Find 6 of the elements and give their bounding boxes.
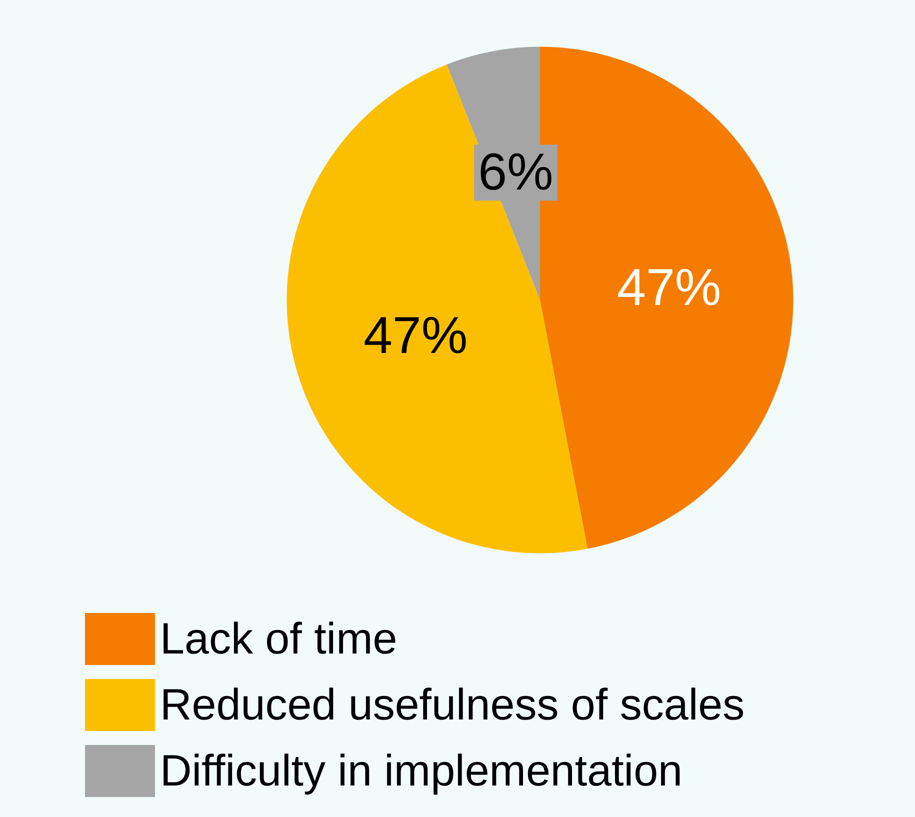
data-label: 47% <box>617 258 722 317</box>
data-label: 47% <box>363 307 468 366</box>
data-label: 6% <box>478 144 554 202</box>
legend-label: Difficulty in implementation <box>160 746 683 796</box>
legend-label: Lack of time <box>160 614 398 664</box>
legend-label: Reduced usefulness of scales <box>160 680 745 730</box>
